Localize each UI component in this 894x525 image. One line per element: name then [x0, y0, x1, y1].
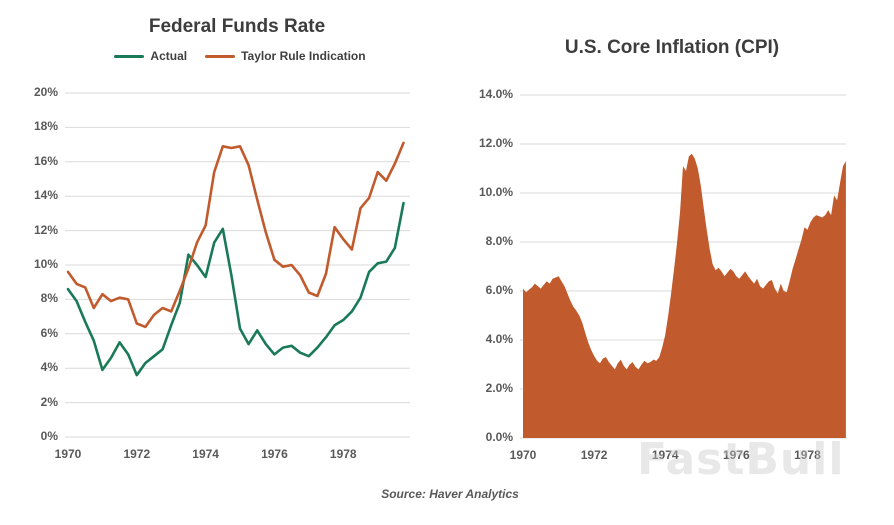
y-tick-label: 14% — [33, 188, 58, 203]
y-tick-label: 0.0% — [485, 430, 513, 444]
y-tick-label: 2.0% — [485, 381, 513, 395]
legend-item-taylor-rule: Taylor Rule Indication — [205, 49, 366, 63]
y-tick-label: 12.0% — [478, 136, 513, 150]
x-tick-label: 1976 — [261, 447, 288, 461]
y-tick-label: 4% — [40, 360, 58, 375]
source-note: Source: Haver Analytics — [381, 487, 519, 501]
x-tick-label: 1978 — [329, 447, 357, 461]
y-tick-label: 14.0% — [478, 87, 513, 101]
x-tick-label: 1978 — [794, 448, 821, 462]
left-chart-legend: Actual Taylor Rule Indication — [40, 49, 440, 63]
x-tick-label: 1970 — [509, 448, 537, 462]
y-tick-label: 16% — [33, 153, 58, 168]
x-tick-label: 1976 — [722, 448, 750, 462]
x-tick-label: 1972 — [580, 448, 608, 462]
y-tick-label: 6.0% — [485, 283, 513, 297]
core-inflation-area-series — [523, 153, 846, 439]
x-tick-label: 1972 — [123, 447, 151, 461]
legend-label-actual: Actual — [150, 49, 188, 63]
x-tick-label: 1974 — [192, 447, 219, 461]
y-tick-label: 8.0% — [485, 234, 513, 248]
y-tick-label: 18% — [33, 119, 58, 134]
taylor-rule-line-swatch-icon — [205, 54, 236, 58]
y-tick-label: 4.0% — [485, 332, 513, 346]
y-tick-label: 6% — [40, 325, 58, 340]
y-tick-label: 0% — [40, 429, 58, 443]
y-tick-label: 12% — [33, 222, 58, 237]
right-chart-title: U.S. Core Inflation (CPI) — [564, 37, 780, 58]
legend-label-taylor-rule: Taylor Rule Indication — [241, 49, 366, 63]
actual-line-series — [66, 201, 405, 377]
y-tick-label: 10.0% — [478, 185, 513, 199]
left-chart-title: Federal Funds Rate — [148, 16, 326, 37]
taylor-rule-indication-line-series — [66, 141, 405, 329]
y-tick-label: 2% — [40, 394, 58, 409]
x-tick-label: 1974 — [651, 448, 679, 462]
y-tick-label: 10% — [33, 257, 58, 271]
actual-line-swatch-icon — [114, 54, 145, 58]
legend-item-actual: Actual — [114, 49, 187, 63]
y-tick-label: 20% — [33, 85, 58, 99]
x-tick-label: 1970 — [54, 447, 82, 461]
y-tick-label: 8% — [40, 291, 58, 306]
